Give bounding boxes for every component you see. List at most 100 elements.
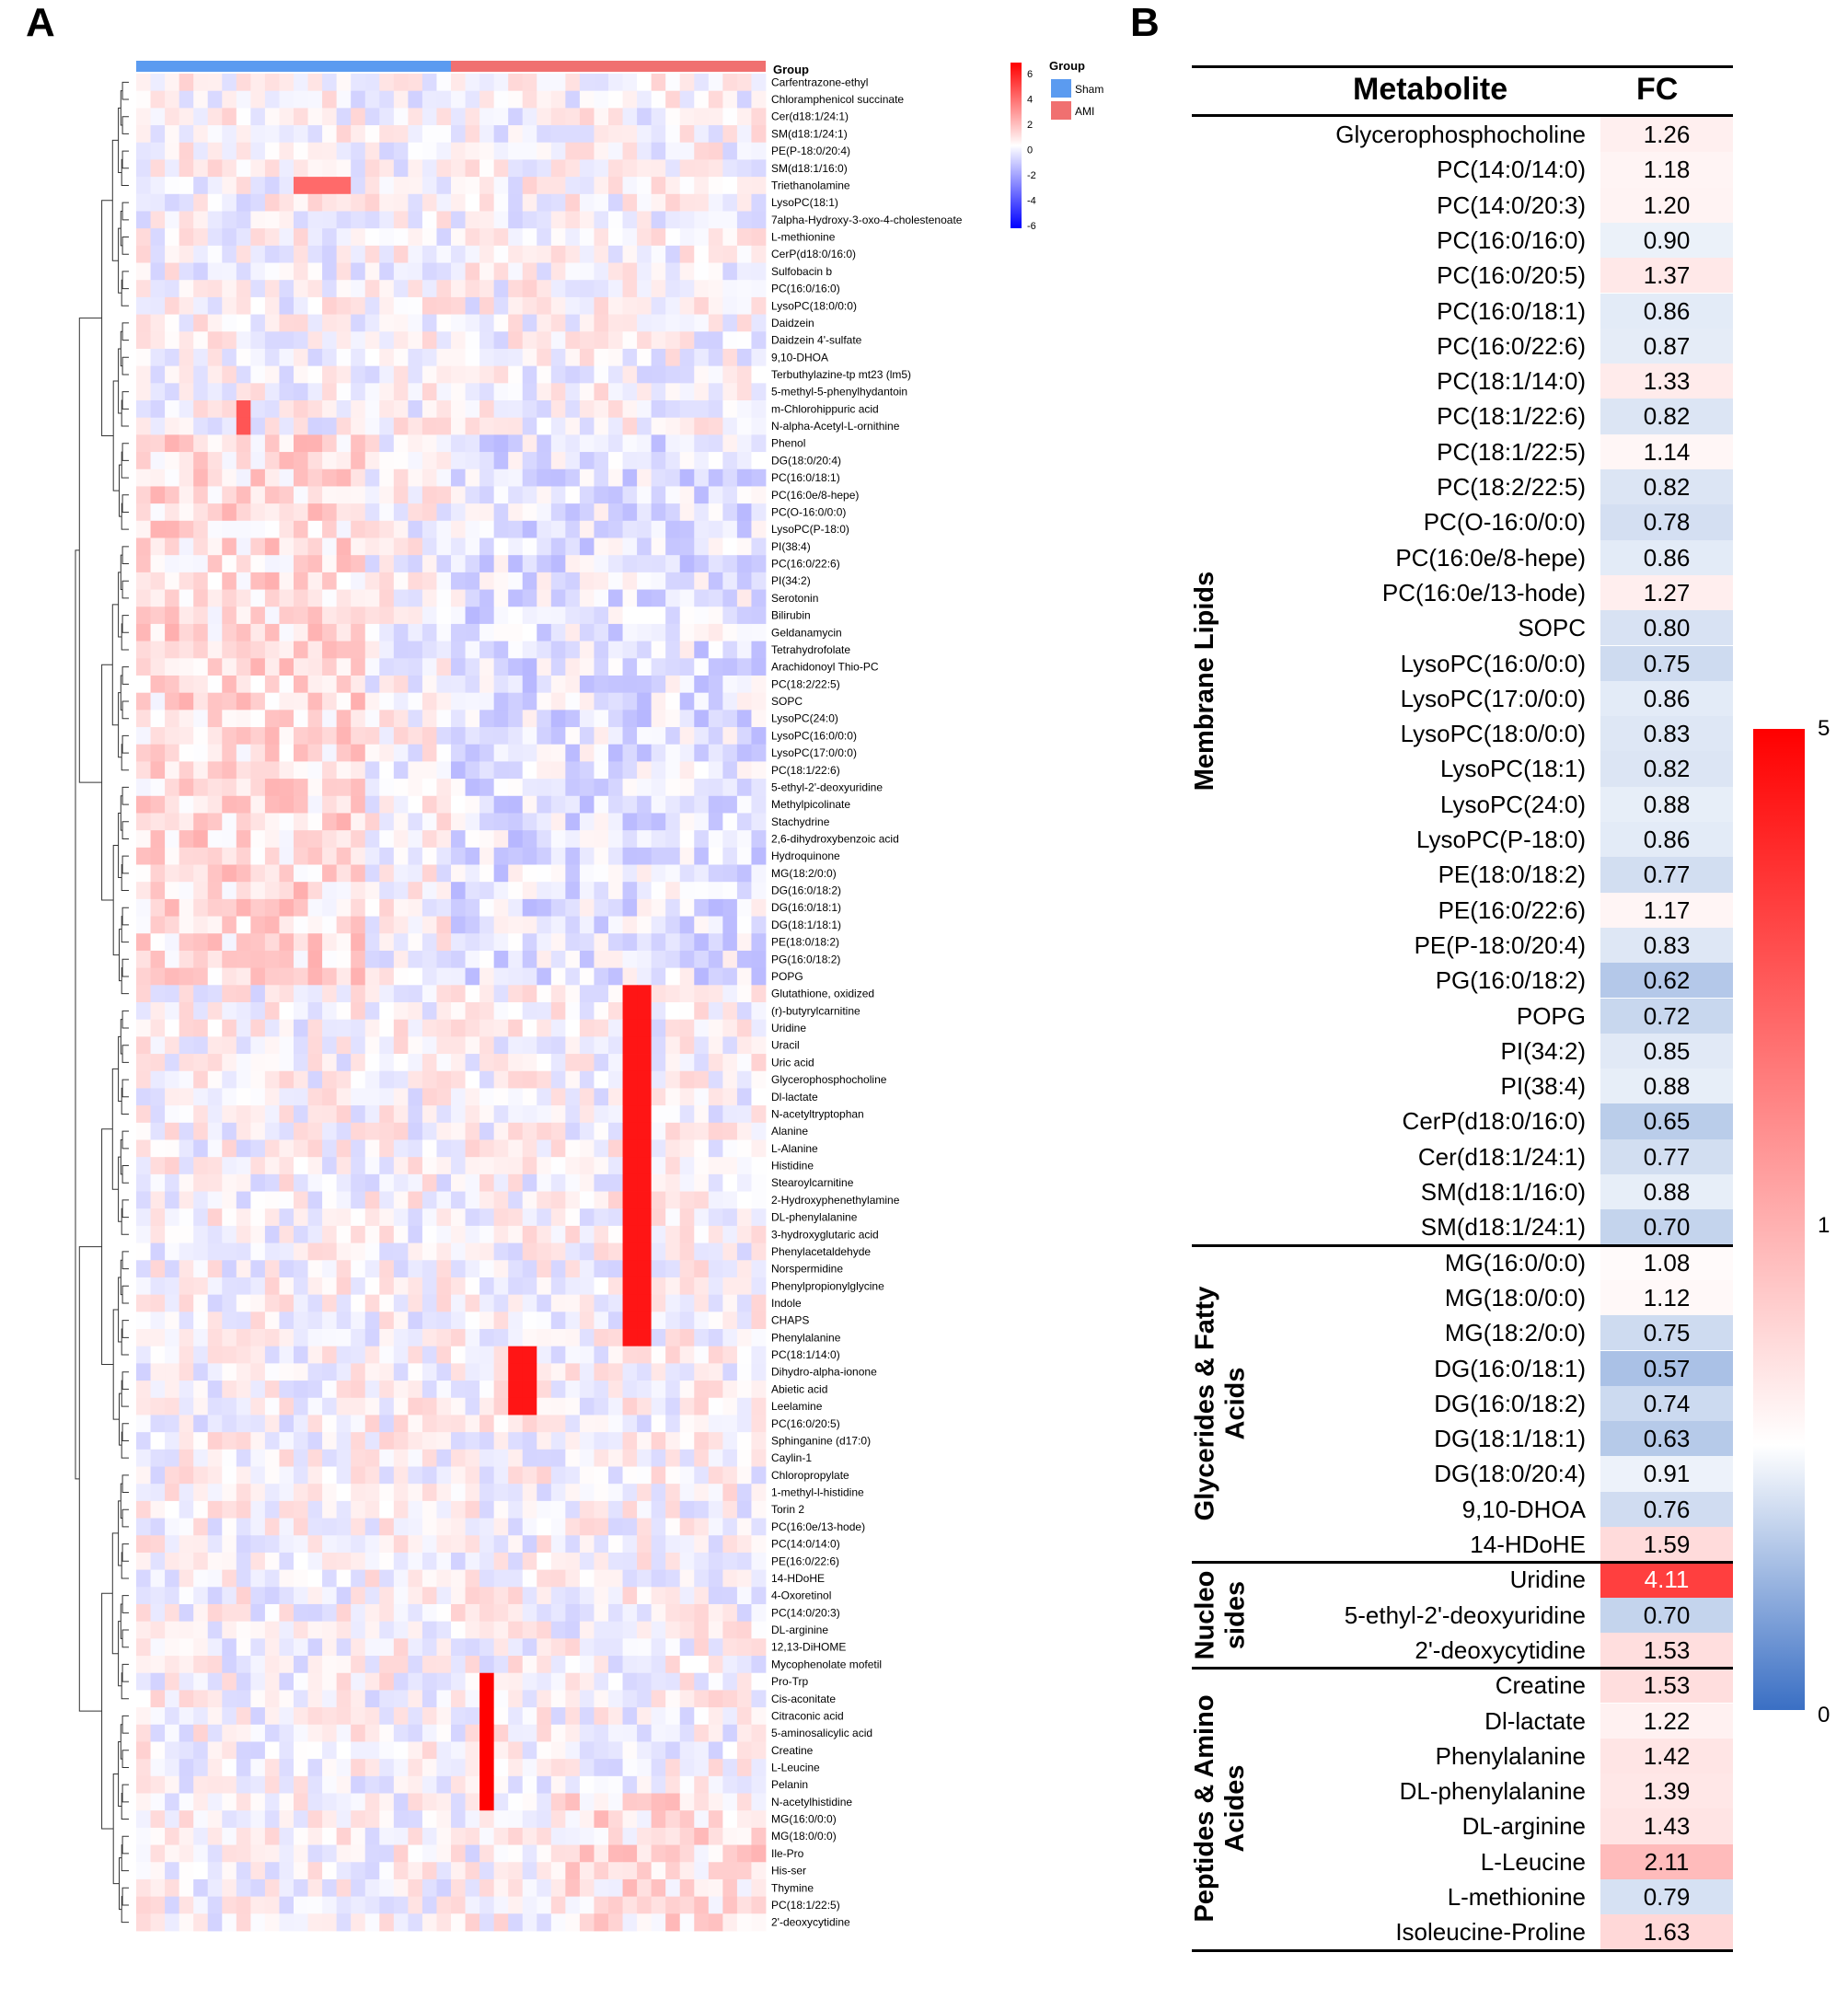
heatmap-cell — [465, 1208, 480, 1227]
heatmap-cell — [150, 1346, 166, 1364]
heatmap-cell — [637, 1225, 653, 1243]
heatmap-cell — [722, 710, 738, 728]
heatmap-cell — [207, 228, 223, 247]
heatmap-cell — [508, 1105, 524, 1124]
heatmap-cell — [393, 1019, 409, 1037]
heatmap-cell — [222, 314, 237, 332]
heatmap-cell — [336, 967, 352, 986]
heatmap-cell — [136, 744, 151, 762]
heatmap-cell — [207, 675, 223, 694]
heatmap-cell — [150, 1019, 166, 1037]
heatmap-cell — [322, 1088, 338, 1106]
heatmap-cell — [351, 1277, 366, 1296]
heatmap-cell — [550, 1535, 566, 1554]
heatmap-cell — [637, 1449, 653, 1467]
heatmap-cell — [594, 1810, 609, 1829]
heatmap-cell — [465, 1105, 480, 1124]
heatmap-cell — [250, 159, 266, 178]
heatmap-cell — [393, 90, 409, 109]
heatmap-cell — [651, 296, 666, 315]
heatmap-row-label: Phenylacetaldehyde — [771, 1245, 871, 1258]
heatmap-cell — [451, 1535, 466, 1554]
heatmap-cell — [594, 1294, 609, 1312]
heatmap-cell — [336, 1329, 352, 1347]
heatmap-cell — [250, 400, 266, 419]
heatmap-cell — [307, 589, 323, 607]
heatmap-cell — [508, 847, 524, 865]
heatmap-cell — [307, 1139, 323, 1158]
heatmap-cell — [594, 1862, 609, 1880]
heatmap-cell — [565, 1346, 581, 1364]
heatmap-cell — [236, 1002, 251, 1021]
heatmap-row-label: PC(16:0e/8-hepe) — [771, 489, 859, 502]
heatmap-cell — [179, 882, 194, 900]
heatmap-cell — [622, 74, 638, 92]
heatmap-cell — [594, 1036, 609, 1055]
heatmap-cell — [436, 1019, 452, 1037]
heatmap-cell — [294, 1466, 308, 1485]
heatmap-cell — [550, 1208, 566, 1227]
heatmap-cell — [479, 1500, 495, 1519]
heatmap-row-label: Thymine — [771, 1881, 814, 1894]
heatmap-cell — [608, 520, 623, 538]
heatmap-cell — [679, 744, 695, 762]
heatmap-cell — [279, 1518, 295, 1536]
heatmap-cell — [250, 675, 266, 694]
heatmap-cell — [679, 1656, 695, 1674]
heatmap-cell — [722, 537, 738, 556]
heatmap-cell — [608, 108, 623, 126]
heatmap-cell — [451, 1432, 466, 1450]
heatmap-cell — [665, 142, 681, 160]
dendrogram-branch — [121, 700, 129, 720]
heatmap-cell — [736, 1054, 752, 1072]
heatmap-cell — [294, 950, 308, 969]
heatmap-cell — [179, 1088, 194, 1106]
heatmap-cell — [679, 520, 695, 538]
heatmap-cell — [694, 1466, 710, 1485]
heatmap-cell — [250, 142, 266, 160]
heatmap-cell — [708, 589, 723, 607]
heatmap-cell — [451, 468, 466, 487]
heatmap-cell — [479, 1157, 495, 1175]
heatmap-cell — [594, 1656, 609, 1674]
heatmap-cell — [465, 365, 480, 384]
heatmap-cell — [451, 589, 466, 607]
heatmap-cell — [436, 1603, 452, 1623]
heatmap-cell — [622, 607, 638, 625]
heatmap-cell — [465, 331, 480, 350]
heatmap-cell — [550, 1741, 566, 1760]
heatmap-cell — [651, 1587, 666, 1605]
heatmap-cell — [736, 847, 752, 865]
heatmap-cell — [436, 108, 452, 126]
dendrogram-branch — [121, 1010, 129, 1029]
heatmap-cell — [422, 692, 437, 711]
heatmap-cell — [622, 641, 638, 659]
heatmap-cell — [336, 486, 352, 504]
heatmap-cell — [479, 348, 495, 367]
heatmap-cell — [336, 1036, 352, 1055]
heatmap-cell — [279, 847, 295, 865]
heatmap-cell — [136, 1500, 151, 1519]
heatmap-row-label: SM(d18:1/24:1) — [771, 127, 848, 140]
heatmap-cell — [508, 1484, 524, 1502]
heatmap-cell — [294, 658, 308, 676]
heatmap-cell — [193, 434, 209, 453]
heatmap-cell — [294, 916, 308, 934]
heatmap-cell — [751, 572, 767, 590]
heatmap-cell — [594, 1466, 609, 1485]
heatmap-cell — [136, 1741, 151, 1760]
heatmap-cell — [522, 1569, 537, 1588]
heatmap-cell — [279, 1621, 295, 1639]
heatmap-cell — [150, 572, 166, 590]
heatmap-cell — [165, 1724, 180, 1742]
heatmap-cell — [136, 108, 151, 126]
heatmap-cell — [207, 1449, 223, 1467]
heatmap-cell — [479, 1621, 495, 1639]
heatmap-cell — [537, 400, 552, 419]
heatmap-cell — [250, 177, 266, 195]
heatmap-cell — [579, 1346, 595, 1364]
dendrogram-branch — [121, 1715, 129, 1734]
heatmap-cell — [493, 262, 509, 281]
heatmap-cell — [679, 1896, 695, 1914]
heatmap-cell — [722, 1878, 738, 1898]
